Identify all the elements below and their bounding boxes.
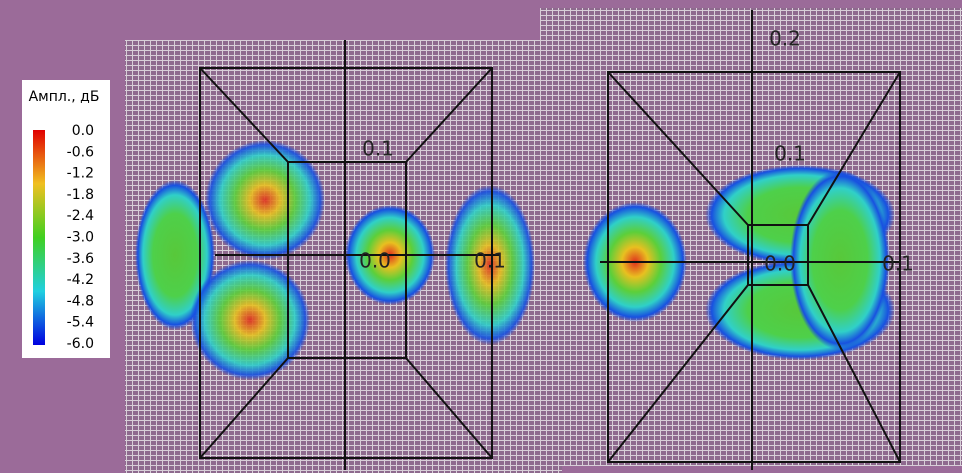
colorbar-tick-label: -2.4 — [67, 208, 94, 224]
colorbar-tick-label: -4.2 — [67, 272, 94, 288]
axis-label: 0.1 — [882, 252, 914, 276]
colorbar-tick-label: -4.8 — [67, 293, 94, 309]
colorbar-title: Ампл., дБ — [29, 89, 100, 105]
axis-label: 0.1 — [474, 249, 506, 273]
axis-label: 0.1 — [774, 142, 806, 166]
axis-label: 0.2 — [769, 27, 801, 51]
colorbar-tick-label: -6.0 — [67, 336, 94, 352]
colorbar-tick-label: 0.0 — [72, 123, 94, 139]
colorbar-tick-label: -3.6 — [67, 251, 94, 267]
colorbar-tick-label: -1.8 — [67, 187, 94, 203]
axis-label: 0.0 — [359, 249, 391, 273]
colorbar-tick-label: -5.4 — [67, 315, 94, 331]
axis-label: 0.0 — [764, 252, 796, 276]
axis-label: 0.1 — [362, 137, 394, 161]
colorbar-tick-label: -1.2 — [67, 166, 94, 182]
colorbar: Ампл., дБ 0.0 -0.6 -1.2 -1.8 -2.4 -3.0 -3.6 -4.… — [22, 80, 110, 358]
colorbar-tick-label: -3.0 — [67, 230, 94, 246]
colorbar-gradient — [33, 130, 45, 345]
left-panel: 0.1 0.0 0.1 — [125, 40, 562, 473]
colorbar-tick-label: -0.6 — [67, 144, 94, 160]
right-panel: 0.2 0.1 0.0 0.1 — [540, 8, 962, 470]
